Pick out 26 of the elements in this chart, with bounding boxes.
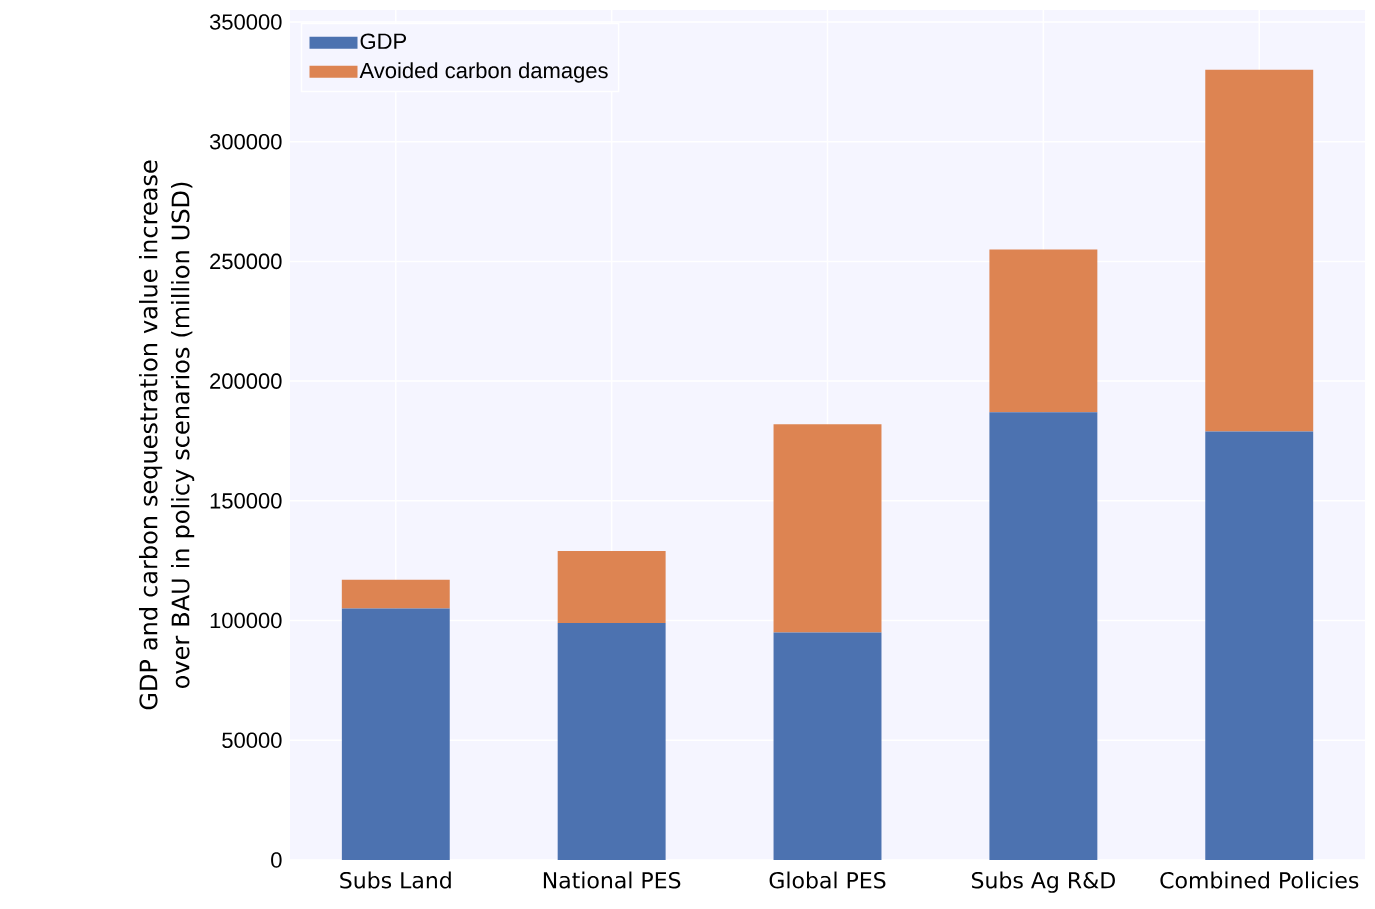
- bar: [557, 622, 666, 860]
- y-tick-label: 200000: [210, 373, 282, 389]
- bar: [341, 579, 450, 609]
- x-tick-label: National PES: [543, 871, 681, 889]
- bar: [989, 412, 1098, 860]
- bar: [773, 632, 882, 860]
- x-tick-label: Subs Ag R&D: [971, 871, 1115, 893]
- bar: [989, 249, 1098, 413]
- y-tick-label: 100000: [210, 612, 282, 629]
- y-tick-label: 300000: [209, 133, 282, 150]
- y-tick-label: 50000: [222, 732, 282, 749]
- y-tick-label: 0: [271, 852, 282, 868]
- bar: [1205, 69, 1314, 432]
- legend-label: GDP: [360, 33, 407, 50]
- legend-label: Avoided carbon damages: [359, 62, 608, 83]
- bar: [773, 424, 882, 633]
- y-tick-label: 250000: [210, 253, 282, 270]
- x-tick-label: Global PES: [769, 871, 886, 889]
- y-tick-label: 150000: [210, 493, 282, 509]
- x-tick-label: Subs Land: [340, 871, 451, 889]
- bar: [1205, 431, 1314, 860]
- y-tick-label: 350000: [209, 14, 282, 30]
- bar: [557, 551, 666, 623]
- y-axis-title: GDP and carbon sequestration value increase over BAU in policy scenarios (million USD): [138, 160, 195, 710]
- x-tick-label: Combined Policies: [1160, 871, 1359, 889]
- bar: [341, 608, 450, 860]
